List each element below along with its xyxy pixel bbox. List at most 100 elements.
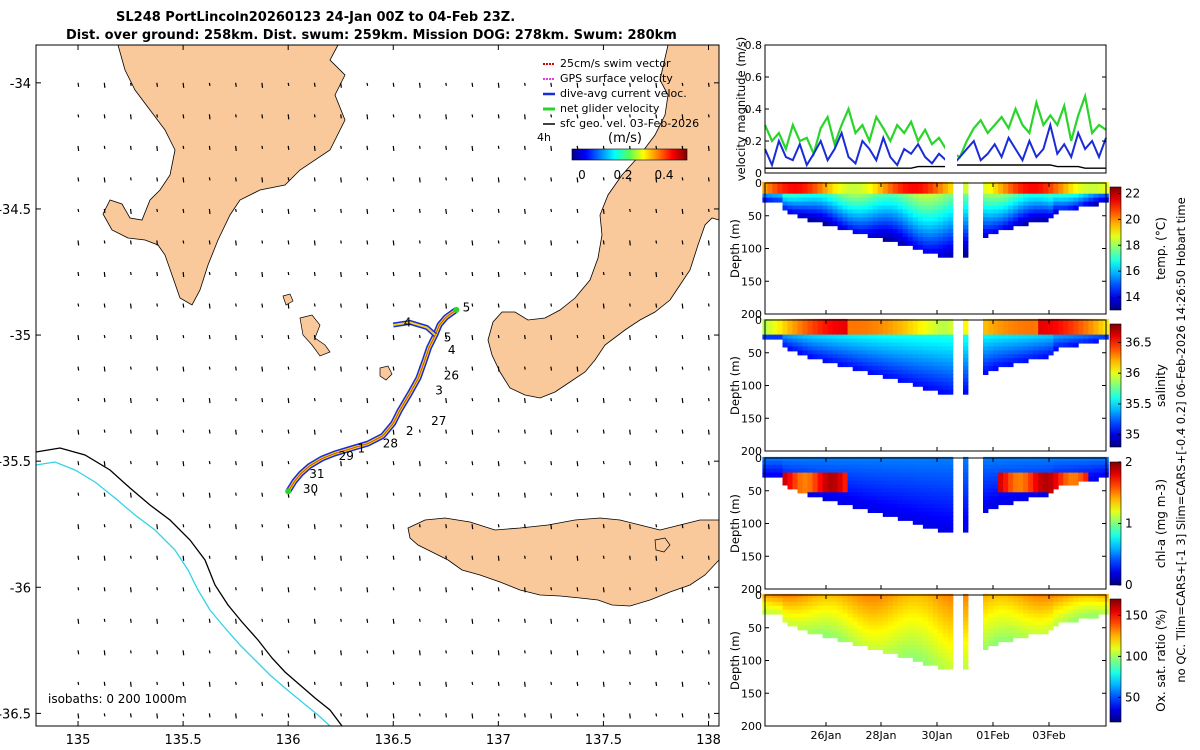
section-cell: [1053, 476, 1059, 482]
section-cell: [947, 472, 954, 478]
section-cell: [857, 342, 864, 348]
section-cell: [937, 609, 944, 615]
vector-arrow: [471, 681, 474, 685]
section-cell: [917, 629, 924, 635]
section-cell: [942, 346, 949, 352]
vel-y-tick-label: 0.6: [745, 71, 763, 84]
section-cell: [847, 456, 853, 462]
vector-arrow: [77, 587, 80, 591]
section-cell: [887, 621, 894, 627]
section-cell: [842, 358, 848, 364]
section-cell: [827, 476, 833, 482]
vector-arrow: [550, 524, 553, 530]
cbar-tick: 0.2: [613, 168, 632, 182]
section-cell: [867, 645, 874, 650]
section-cell: [767, 193, 773, 199]
section-cell: [907, 621, 914, 627]
section-cell: [777, 460, 783, 466]
section-cell: [817, 197, 823, 203]
vector-arrow: [208, 492, 211, 498]
section-cell: [872, 476, 879, 482]
section-cell: [847, 225, 853, 231]
section-cell: [963, 613, 969, 619]
section-cell: [792, 468, 798, 474]
section-cbar-tick-label: 35.5: [1125, 397, 1152, 411]
section-cell: [892, 488, 899, 494]
section-cell: [998, 488, 1004, 494]
section-cell: [912, 519, 919, 525]
section-cell: [1068, 185, 1074, 191]
section-cell: [1038, 480, 1044, 486]
section-cell: [837, 468, 843, 474]
section-cell: [907, 601, 914, 607]
section-cell: [907, 609, 914, 615]
section-cell: [832, 468, 838, 474]
vector-arrow: [235, 492, 237, 496]
section-cell: [832, 350, 838, 356]
vector-arrow: [77, 524, 80, 530]
section-cell: [882, 460, 889, 466]
section-cell: [927, 236, 934, 242]
section-cell: [847, 181, 853, 187]
section-cell: [907, 233, 914, 238]
section-cell: [947, 350, 954, 356]
section-cell: [993, 621, 999, 627]
section-cell: [857, 613, 864, 619]
section-cell: [1063, 342, 1069, 348]
section-cell: [1013, 609, 1019, 615]
vector-arrow: [103, 587, 106, 592]
section-cell: [892, 625, 899, 631]
section-cell: [937, 354, 944, 360]
section-cell: [807, 346, 813, 352]
section-cell: [832, 181, 838, 187]
section-cell: [917, 508, 924, 513]
vector-arrow: [602, 555, 605, 559]
section-cell: [947, 504, 954, 510]
section-cell: [862, 201, 869, 207]
vector-arrow: [707, 618, 710, 624]
section-cell: [1013, 326, 1019, 332]
section-cell: [1083, 476, 1089, 482]
vector-arrow: [497, 618, 500, 622]
section-cell: [902, 456, 909, 462]
section-cell: [827, 464, 833, 470]
section-cell: [1008, 625, 1014, 631]
section-cell: [1073, 597, 1079, 603]
section-cell: [822, 476, 828, 482]
section-cell: [1028, 472, 1034, 478]
section-cell: [862, 330, 869, 336]
section-cell: [892, 318, 899, 324]
section-cell: [942, 511, 949, 517]
section-cell: [963, 508, 969, 513]
section-cell: [983, 221, 989, 227]
vector-arrow: [602, 681, 605, 687]
section-cell: [963, 221, 969, 227]
track-spur-inner: [393, 321, 436, 336]
section-cell: [1028, 464, 1034, 470]
section-cell: [827, 605, 833, 611]
section-cell: [1013, 476, 1019, 482]
section-cell: [797, 625, 803, 631]
section-cell: [892, 492, 899, 498]
section-cell: [937, 236, 944, 242]
vector-arrow: [182, 713, 185, 717]
section-cell: [852, 476, 859, 482]
section-cell: [867, 617, 874, 623]
section-cell: [852, 358, 859, 364]
section-cell: [862, 464, 869, 470]
section-cell: [867, 488, 874, 494]
section-cell: [767, 189, 773, 195]
vector-arrow: [445, 398, 447, 404]
section-cell: [907, 209, 914, 215]
map-x-tick-label: 137.5: [585, 733, 622, 748]
vector-arrow: [366, 303, 369, 309]
section-cell: [947, 181, 954, 187]
section-cell: [942, 201, 949, 207]
section-cell: [993, 358, 999, 364]
section-cell: [822, 318, 828, 324]
vector-arrow: [129, 82, 132, 86]
section-cell: [937, 476, 944, 482]
section-cell: [872, 456, 879, 462]
section-cell: [907, 322, 914, 328]
